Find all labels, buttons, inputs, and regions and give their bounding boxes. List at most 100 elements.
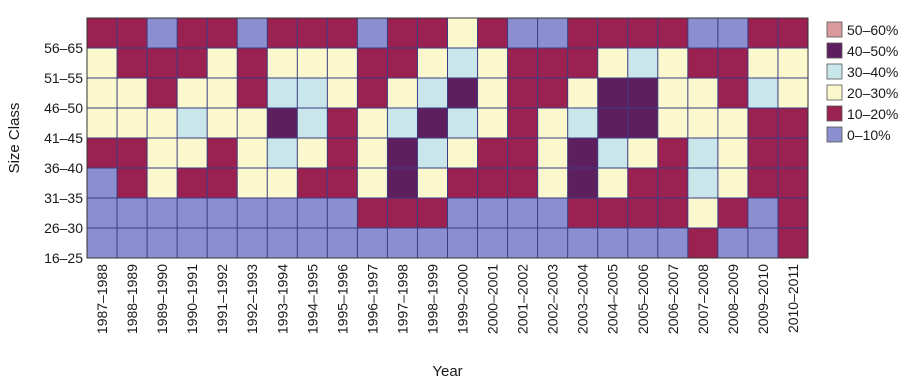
heatmap-cell — [207, 48, 238, 79]
heatmap-cell — [297, 168, 328, 199]
heatmap-cell — [117, 198, 148, 229]
y-tick-labels: 16–25 26–30 31–35 36–40 41–45 46–50 51–55 56–65 — [44, 40, 83, 266]
heatmap-cell — [357, 138, 388, 169]
heatmap-cell — [147, 168, 178, 199]
heatmap-cell — [87, 18, 118, 49]
heatmap-cell — [327, 138, 358, 169]
heatmap-cell — [207, 168, 238, 199]
heatmap-cell — [537, 138, 569, 169]
legend-label: 50–60% — [847, 22, 898, 38]
heatmap-cell — [687, 108, 719, 139]
heatmap-cell — [687, 18, 719, 49]
heatmap-cell — [267, 108, 298, 139]
heatmap-cell — [357, 228, 388, 259]
heatmap-cell — [297, 228, 328, 259]
heatmap-cell — [207, 18, 238, 49]
heatmap-cell — [207, 108, 238, 139]
heatmap-cell — [87, 198, 118, 229]
heatmap-cell — [117, 138, 148, 169]
heatmap-cell — [87, 168, 118, 199]
x-tick-label: 2007–2008 — [695, 264, 711, 334]
x-tick-label: 1991–1992 — [214, 264, 230, 334]
heatmap-cell — [147, 18, 178, 49]
heatmap-cell — [417, 18, 448, 49]
heatmap-cell — [147, 228, 178, 259]
heatmap-cell — [387, 48, 418, 79]
heatmap-cell — [747, 48, 779, 79]
legend-swatch — [826, 84, 843, 101]
legend-label: 30–40% — [847, 64, 898, 80]
heatmap-cell — [447, 138, 479, 169]
heatmap-cell — [117, 48, 148, 79]
heatmap-cell — [537, 18, 569, 49]
heatmap-cell — [777, 228, 809, 259]
heatmap-cell — [207, 228, 238, 259]
heatmap-cell — [177, 228, 208, 259]
heatmap-cell — [657, 18, 689, 49]
heatmap-cell — [747, 228, 779, 259]
heatmap-cell — [297, 138, 328, 169]
heatmap-cell — [597, 228, 629, 259]
heatmap-cell — [777, 138, 809, 169]
heatmap-cell — [357, 108, 388, 139]
heatmap-cell — [87, 108, 118, 139]
heatmap-cell — [417, 168, 448, 199]
heatmap-cell — [417, 78, 448, 109]
x-tick-label: 1988–1989 — [124, 264, 140, 334]
heatmap-cell — [327, 228, 358, 259]
heatmap-cell — [657, 48, 689, 79]
heatmap-cell — [417, 108, 448, 139]
heatmap-cell — [477, 198, 509, 229]
y-tick-label: 31–35 — [44, 190, 83, 206]
heatmap-cell — [567, 108, 599, 139]
heatmap-cell — [267, 168, 298, 199]
x-tick-label: 1994–1995 — [304, 264, 320, 334]
heatmap-cell — [327, 18, 358, 49]
heatmap-cell — [477, 168, 509, 199]
heatmap-cell — [387, 18, 418, 49]
heatmap-cell — [477, 78, 509, 109]
heatmap-cell — [327, 78, 358, 109]
y-tick-label: 16–25 — [44, 250, 83, 266]
heatmap-cell — [147, 78, 178, 109]
heatmap-cell — [357, 78, 388, 109]
heatmap-cell — [657, 198, 689, 229]
heatmap-cell — [507, 198, 539, 229]
heatmap-cell — [567, 168, 599, 199]
x-tick-label: 2004–2005 — [605, 264, 621, 334]
y-tick-label: 51–55 — [44, 70, 83, 86]
heatmap-cell — [627, 108, 659, 139]
legend-swatch — [826, 63, 843, 80]
heatmap-cell — [687, 78, 719, 109]
x-axis-label: Year — [432, 363, 462, 380]
heatmap-cell — [627, 168, 659, 199]
plot-area — [87, 18, 809, 259]
x-tick-label: 2010–2011 — [785, 264, 801, 333]
heatmap-cell — [177, 78, 208, 109]
x-tick-label: 2000–2001 — [485, 264, 501, 334]
heatmap-cell — [657, 108, 689, 139]
heatmap-cell — [237, 228, 268, 259]
legend-label: 10–20% — [847, 106, 898, 122]
x-tick-label: 2008–2009 — [725, 264, 741, 334]
heatmap-cell — [177, 18, 208, 49]
heatmap-cell — [507, 228, 539, 259]
heatmap-cell — [237, 198, 268, 229]
heatmap-cell — [87, 78, 118, 109]
heatmap-cell — [237, 48, 268, 79]
heatmap-cell — [237, 78, 268, 109]
x-tick-label: 1989–1990 — [154, 264, 170, 334]
heatmap-cell — [477, 108, 509, 139]
heatmap-cell — [477, 48, 509, 79]
heatmap-cell — [267, 138, 298, 169]
heatmap-cell — [117, 228, 148, 259]
heatmap-cell — [507, 48, 539, 79]
heatmap-cell — [177, 198, 208, 229]
heatmap-cell — [447, 48, 479, 79]
heatmap-cell — [417, 138, 448, 169]
x-tick-label: 2006–2007 — [665, 264, 681, 334]
x-tick-labels: 1987–1988 1988–1989 1989–1990 1990–1991 1991… — [94, 264, 801, 334]
heatmap-cell — [417, 48, 448, 79]
heatmap-cell — [717, 198, 749, 229]
heatmap-cell — [297, 108, 328, 139]
